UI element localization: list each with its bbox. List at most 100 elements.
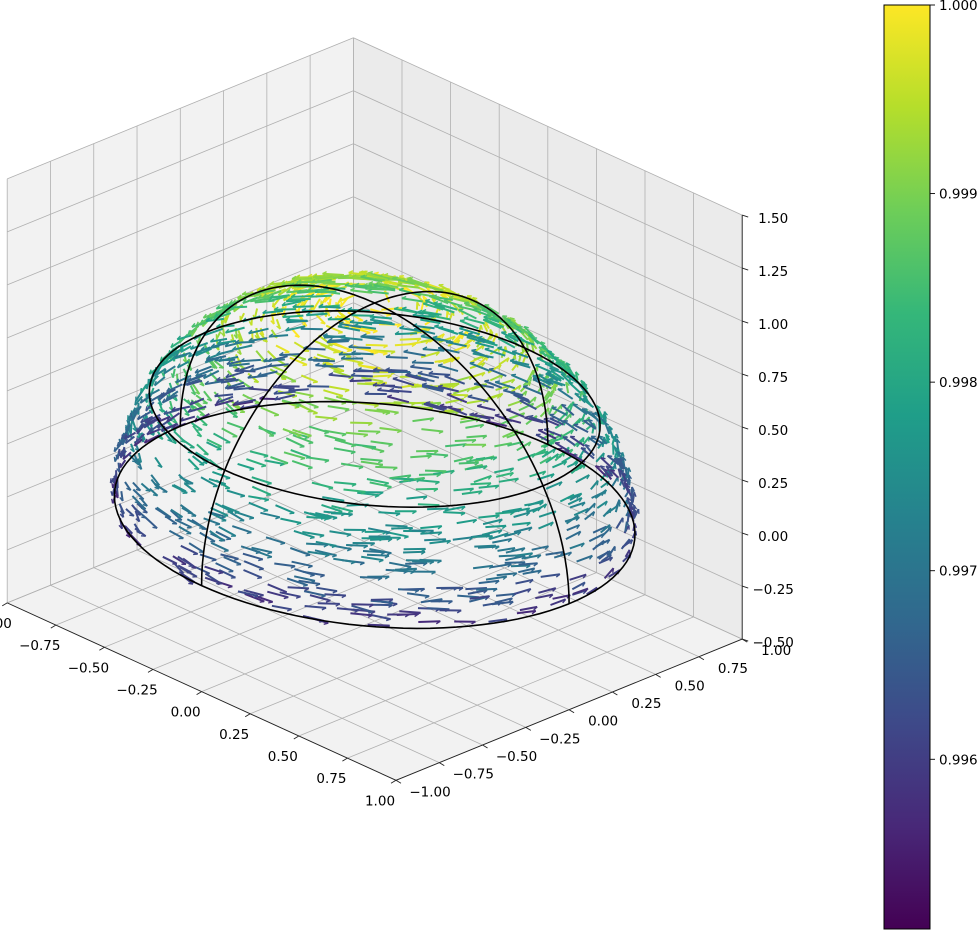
arrow <box>477 545 500 549</box>
arrow-head <box>331 545 337 549</box>
arrow-head <box>292 303 298 308</box>
arrow <box>247 374 268 379</box>
arrow <box>333 447 356 454</box>
arrow-head <box>259 395 265 400</box>
arrow-head <box>122 454 126 460</box>
arrow-head <box>506 357 510 363</box>
arrow <box>407 278 428 289</box>
arrow <box>445 341 467 348</box>
arrow-head <box>332 517 338 520</box>
arrow <box>206 441 222 451</box>
arrow-head <box>555 361 561 364</box>
arrow-head <box>300 300 304 306</box>
arrow <box>163 365 176 375</box>
arrow <box>187 405 207 414</box>
arrow-head <box>479 424 485 429</box>
arrow <box>292 305 314 308</box>
arrow <box>411 361 434 364</box>
arrow-head <box>349 377 354 382</box>
arrow <box>291 560 313 568</box>
arrow-head <box>411 359 417 364</box>
arrow <box>560 403 575 416</box>
arrow-head <box>262 309 267 314</box>
arrow <box>269 294 290 299</box>
arrow <box>275 504 295 515</box>
arrow <box>336 607 359 612</box>
arrow-head <box>170 342 174 348</box>
arrow-head <box>416 612 421 616</box>
arrow-head <box>482 435 488 440</box>
arrow-head <box>436 473 441 478</box>
arrow-head <box>385 367 391 371</box>
arrow-head <box>302 323 307 327</box>
arrow-head <box>341 402 347 405</box>
arrow-head <box>561 373 567 376</box>
arrow <box>215 562 234 573</box>
arrow <box>243 560 264 570</box>
arrow-head <box>359 562 365 566</box>
arrow <box>166 383 183 393</box>
arrow <box>290 327 301 338</box>
arrow <box>313 276 335 281</box>
arrow <box>277 285 293 297</box>
arrow <box>511 374 529 384</box>
arrow-head <box>119 513 124 518</box>
arrow-head <box>509 467 515 473</box>
arrow-head <box>258 594 264 598</box>
arrow-head <box>328 487 334 490</box>
arrow <box>368 613 391 621</box>
arrow <box>312 298 321 311</box>
arrow <box>274 562 296 568</box>
arrow-head <box>157 464 163 469</box>
arrow-head <box>111 498 114 504</box>
arrow-head <box>136 414 141 420</box>
arrow-head <box>615 433 619 439</box>
arrow-head <box>467 394 473 398</box>
arrow <box>124 525 134 535</box>
arrow-head <box>338 351 344 356</box>
arrow <box>444 375 466 385</box>
arrow-head <box>213 314 218 320</box>
arrow-head <box>434 481 440 485</box>
arrow <box>116 439 125 448</box>
arrow-head <box>378 491 384 496</box>
arrow-head <box>206 398 212 402</box>
arrow <box>549 413 566 424</box>
arrow <box>133 523 142 535</box>
arrow <box>365 287 388 291</box>
arrow-head <box>619 457 624 462</box>
arrow-head <box>463 316 469 319</box>
arrow-head <box>312 357 318 362</box>
arrow <box>550 598 566 606</box>
arrow <box>492 537 512 544</box>
arrow-head <box>161 372 165 377</box>
arrow <box>478 514 500 519</box>
arrow <box>189 384 197 396</box>
arrow-head <box>153 380 157 386</box>
arrow <box>478 484 500 489</box>
arrow <box>214 393 234 398</box>
arrow-head <box>554 356 560 359</box>
arrow-head <box>266 482 272 486</box>
arrow <box>220 553 239 560</box>
arrow-head <box>547 349 552 353</box>
arrow <box>199 531 216 543</box>
y-axis-line <box>395 638 743 781</box>
arrow-head <box>370 610 376 615</box>
arrow-head <box>223 550 229 552</box>
arrow <box>599 465 612 478</box>
arrow <box>357 491 380 497</box>
arrow-head <box>607 455 613 457</box>
arrow <box>216 377 236 382</box>
arrow-head <box>581 502 586 507</box>
arrow <box>267 583 288 594</box>
arrow-head <box>481 444 487 448</box>
arrow <box>509 507 530 514</box>
arrow <box>488 618 508 623</box>
arrow-head <box>509 358 515 362</box>
arrow <box>485 524 507 529</box>
arrow-head <box>385 535 391 540</box>
arrow <box>572 403 588 416</box>
arrow-head <box>338 297 343 303</box>
arrow <box>503 317 518 330</box>
